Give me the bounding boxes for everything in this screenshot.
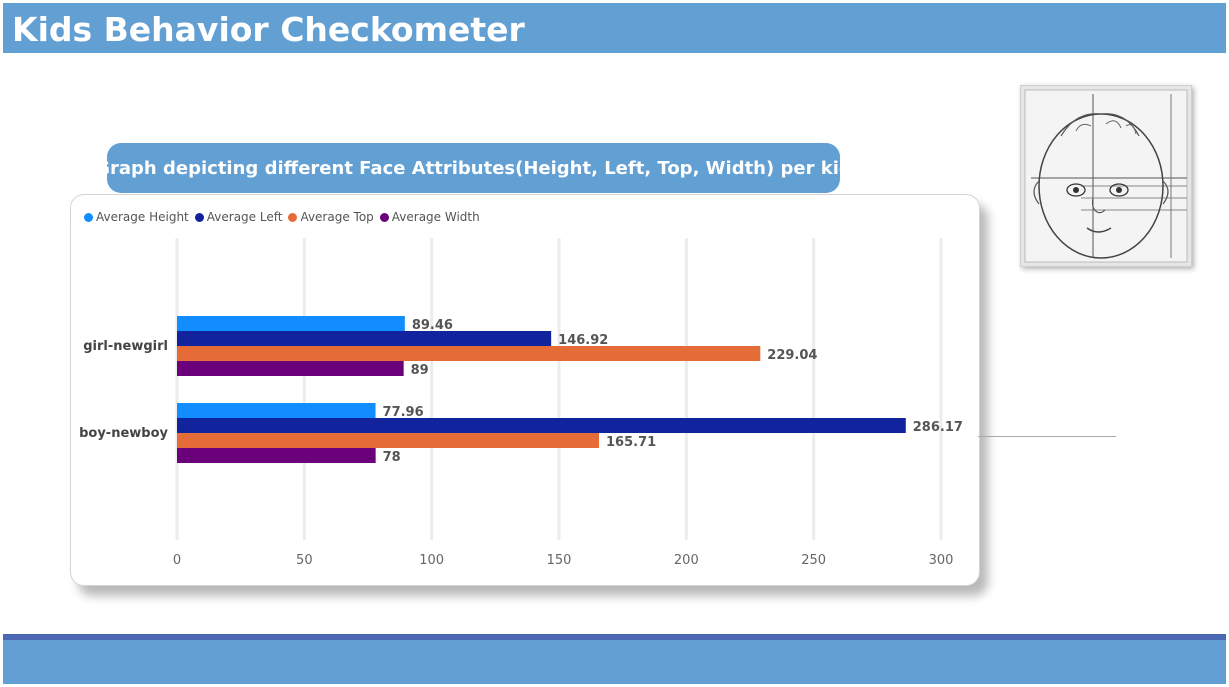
x-tick-label: 200 bbox=[674, 553, 699, 568]
bar bbox=[177, 346, 761, 361]
data-label: 286.17 bbox=[913, 420, 963, 435]
x-tick-label: 250 bbox=[801, 553, 826, 568]
chart-title: Graph depicting different Face Attribute… bbox=[95, 143, 852, 193]
connector-line bbox=[978, 436, 1116, 437]
data-label: 78 bbox=[383, 450, 401, 465]
footer-bar bbox=[3, 640, 1226, 684]
category-label: girl-newgirl bbox=[83, 339, 168, 354]
x-tick-label: 0 bbox=[173, 553, 181, 568]
legend-marker bbox=[84, 212, 93, 222]
legend-label: Average Height bbox=[96, 210, 189, 224]
bar bbox=[177, 448, 376, 463]
legend-item-left[interactable]: Average Left bbox=[194, 210, 283, 224]
data-label: 77.96 bbox=[383, 405, 424, 420]
chart-legend: Average Height Average Left Average Top … bbox=[84, 210, 480, 224]
x-tick-label: 100 bbox=[419, 553, 444, 568]
legend-marker bbox=[379, 212, 389, 222]
data-label: 89.46 bbox=[412, 318, 453, 333]
baby-face-sketch-icon bbox=[1020, 85, 1192, 267]
legend-marker bbox=[194, 212, 204, 222]
legend-label: Average Width bbox=[391, 210, 480, 224]
legend-item-top[interactable]: Average Top bbox=[288, 210, 374, 224]
bar bbox=[177, 403, 376, 418]
legend-label: Average Left bbox=[206, 210, 283, 224]
x-tick-label: 50 bbox=[296, 553, 313, 568]
bar bbox=[177, 316, 405, 331]
header-bar: Kids Behavior Checkometer bbox=[3, 3, 1226, 53]
page-title: Kids Behavior Checkometer bbox=[12, 10, 525, 49]
data-label: 165.71 bbox=[606, 435, 656, 450]
x-tick-label: 150 bbox=[547, 553, 572, 568]
data-label: 146.92 bbox=[558, 333, 608, 348]
legend-marker bbox=[288, 212, 298, 222]
bar bbox=[177, 418, 906, 433]
footer-divider bbox=[3, 634, 1226, 640]
chart-card bbox=[70, 194, 980, 586]
legend-label: Average Top bbox=[300, 210, 374, 224]
legend-item-width[interactable]: Average Width bbox=[379, 210, 480, 224]
bar bbox=[177, 433, 600, 448]
category-label: boy-newboy bbox=[79, 426, 168, 441]
data-label: 229.04 bbox=[767, 348, 817, 363]
data-label: 89 bbox=[411, 363, 429, 378]
legend-item-height[interactable]: Average Height bbox=[84, 210, 189, 224]
x-tick-label: 300 bbox=[929, 553, 954, 568]
bar bbox=[177, 331, 552, 346]
bar bbox=[177, 361, 404, 376]
